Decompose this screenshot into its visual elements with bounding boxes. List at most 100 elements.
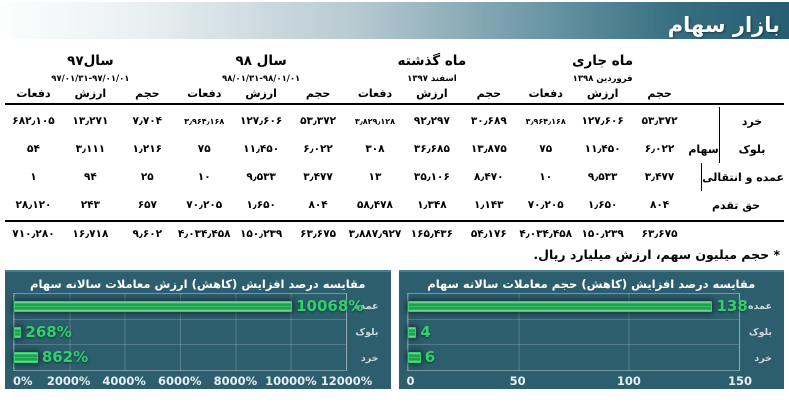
group-subtitle-last-month: اسفند ۱۳۹۷ bbox=[407, 73, 457, 84]
page-title: بازار سهام bbox=[667, 13, 780, 37]
row-label-block: بلوک سهام bbox=[688, 135, 784, 163]
divider-line bbox=[5, 103, 784, 105]
x-axis-volume: 0 50 100 150 bbox=[407, 371, 753, 388]
table-cell: ۵۳٫۳۷۲ bbox=[300, 115, 337, 127]
bar-value-label: 6 bbox=[424, 348, 436, 367]
x-axis-value: 0% 2000% 4000% 6000% 8000% 10000% 12000% bbox=[13, 371, 372, 388]
category-axis: عمده بلوک خرد bbox=[740, 293, 776, 371]
table-cell: ۵۳٫۳۷۲ bbox=[641, 115, 678, 127]
category-axis: عمده بلوک خرد bbox=[347, 293, 383, 371]
chart-title-value: مقایسه درصد افزایش (کاهش) ارزش معاملات س… bbox=[30, 277, 366, 291]
bar-omde bbox=[14, 300, 293, 312]
page-banner: بازار سهام bbox=[0, 2, 789, 39]
row-label-text: عمده و انتقالی bbox=[702, 170, 784, 184]
table-cell: ۵۴ bbox=[27, 143, 40, 155]
bar-khord bbox=[407, 352, 421, 364]
table-cell: ۱۰ bbox=[539, 171, 553, 183]
bar-value-label: 138 bbox=[716, 296, 748, 315]
table-cell: ۹۲٫۲۹۷ bbox=[413, 115, 450, 127]
bar-row: 268% bbox=[14, 320, 346, 346]
totals-cell: ۱۵۰٫۲۳۹ bbox=[239, 228, 283, 240]
table-cell: ۱۱٫۴۵۰ bbox=[243, 143, 280, 155]
row-label-text: خرد bbox=[741, 114, 763, 128]
category-label: عمده bbox=[354, 300, 379, 312]
table-cell: ۱٫۶۵۰ bbox=[587, 199, 618, 211]
bar-row: 138 bbox=[407, 294, 748, 320]
bar-omde bbox=[407, 300, 713, 312]
table-cell: ۷٫۷۰۴ bbox=[132, 115, 163, 127]
table-cell: ۱٫۲۱۶ bbox=[132, 143, 163, 155]
table-cell: ۹٫۵۳۳ bbox=[246, 171, 276, 183]
table-cell: ۲۵ bbox=[140, 171, 154, 183]
group-label-stocks: سهام bbox=[688, 135, 720, 163]
totals-cell: ۹٫۶۰۲ bbox=[132, 228, 163, 240]
totals-cell: ۴٫۰۳۴٫۴۵۸ bbox=[177, 228, 231, 240]
totals-cell: ۷۱۰٫۲۸۰ bbox=[12, 228, 55, 240]
table-cell: ۳۵٫۱۰۶ bbox=[413, 171, 450, 183]
table-cell: ۷۰٫۲۰۵ bbox=[186, 199, 223, 211]
corner-cell bbox=[688, 50, 784, 51]
totals-cell: ۳٫۸۸۷٫۹۲۷ bbox=[348, 228, 402, 240]
corner-cell bbox=[688, 72, 784, 73]
group-title-current-month: ماه جاری bbox=[572, 53, 634, 69]
totals-cell: ۱۵۰٫۲۳۹ bbox=[581, 228, 624, 240]
col-header-count: دفعات bbox=[187, 87, 222, 100]
category-label: عمده bbox=[748, 300, 772, 312]
group-title-last-month: ماه گذشته bbox=[397, 53, 467, 69]
col-header-count: دفعات bbox=[528, 87, 563, 100]
table-cell: ۳٫۱۱۱ bbox=[75, 143, 106, 155]
table-cell: ۱۳ bbox=[368, 171, 382, 183]
x-tick: 4000% bbox=[102, 374, 146, 388]
table-cell: ۹٫۵۳۳ bbox=[587, 171, 618, 183]
table-cell: ۲۴۳ bbox=[80, 199, 101, 211]
x-tick: 12000% bbox=[320, 374, 373, 388]
totals-cell: ۱۶٫۷۱۸ bbox=[72, 228, 109, 240]
col-header-volume: حجم bbox=[647, 87, 672, 100]
x-tick: 2000% bbox=[46, 374, 91, 388]
table-cell: ۹۴ bbox=[83, 171, 97, 183]
chart-body: 10068% 268% 862% عمده بلوک خرد 0% 2000% bbox=[13, 293, 383, 388]
row-label-retail: خرد bbox=[688, 107, 784, 135]
group-title-year98: سال ۹۸ bbox=[235, 53, 287, 69]
totals-cell: ۴٫۰۳۴٫۴۵۸ bbox=[519, 228, 573, 240]
bar-blok bbox=[407, 326, 417, 338]
bar-value-label: 862% bbox=[41, 348, 89, 367]
table-cell: ۶٫۰۲۲ bbox=[303, 143, 333, 155]
volume-change-chart-panel: مقایسه درصد افزایش (کاهش) حجم معاملات سا… bbox=[398, 270, 784, 389]
bar-value-label: 4 bbox=[420, 322, 431, 341]
totals-cell: ۶۳٫۶۷۵ bbox=[641, 228, 678, 240]
col-header-value: ارزش bbox=[245, 87, 277, 100]
corner-cell bbox=[688, 85, 784, 86]
x-tick: 50 bbox=[509, 374, 526, 388]
group-label-stocks-cell bbox=[688, 107, 720, 135]
x-tick: 8000% bbox=[213, 374, 258, 388]
table-cell: ۱٫۶۵۰ bbox=[246, 199, 276, 211]
units-footnote: * حجم میلیون سهم، ارزش میلیارد ریال. bbox=[533, 247, 780, 262]
table-cell: ۳۰۸ bbox=[365, 143, 385, 155]
chart-body: 138 4 6 عمده بلوک خرد 0 50 100 bbox=[406, 293, 777, 388]
divider-line bbox=[5, 220, 784, 222]
col-header-value: ارزش bbox=[416, 87, 448, 100]
table-cell: ۵۸٫۴۷۸ bbox=[356, 199, 393, 211]
bar-row: 862% bbox=[14, 345, 346, 370]
col-header-value: ارزش bbox=[586, 87, 619, 100]
table-cell: ۸۰۴ bbox=[308, 199, 328, 211]
bar-blok bbox=[14, 326, 22, 338]
table-cell: ۱ bbox=[30, 171, 37, 183]
col-header-count: دفعات bbox=[16, 87, 51, 100]
group-subtitle-year98: ۹۸/۰۱/۳۱-۹۸/۰۱/۰۱ bbox=[222, 73, 301, 84]
table-cell: ۳۰٫۶۸۹ bbox=[470, 115, 507, 127]
x-tick: 0% bbox=[13, 374, 33, 388]
table-cell: ۳٫۹۶۴٫۱۶۸ bbox=[184, 116, 225, 126]
table-cell: ۱۲۷٫۶۰۶ bbox=[239, 115, 283, 127]
x-tick: 100 bbox=[616, 374, 641, 388]
bar-value-label: 268% bbox=[25, 322, 72, 341]
group-label-stocks-cell bbox=[688, 163, 703, 191]
table-cell: ۱٫۳۴۸ bbox=[417, 199, 447, 211]
table-cell: ۱٫۱۴۳ bbox=[474, 199, 504, 211]
col-header-volume: حجم bbox=[476, 87, 502, 100]
table-cell: ۷۰٫۲۰۵ bbox=[527, 199, 564, 211]
row-label-rights: حق تقدم bbox=[711, 198, 761, 212]
totals-label-empty bbox=[688, 224, 784, 225]
plot-area-value: 10068% 268% 862% bbox=[13, 293, 363, 371]
